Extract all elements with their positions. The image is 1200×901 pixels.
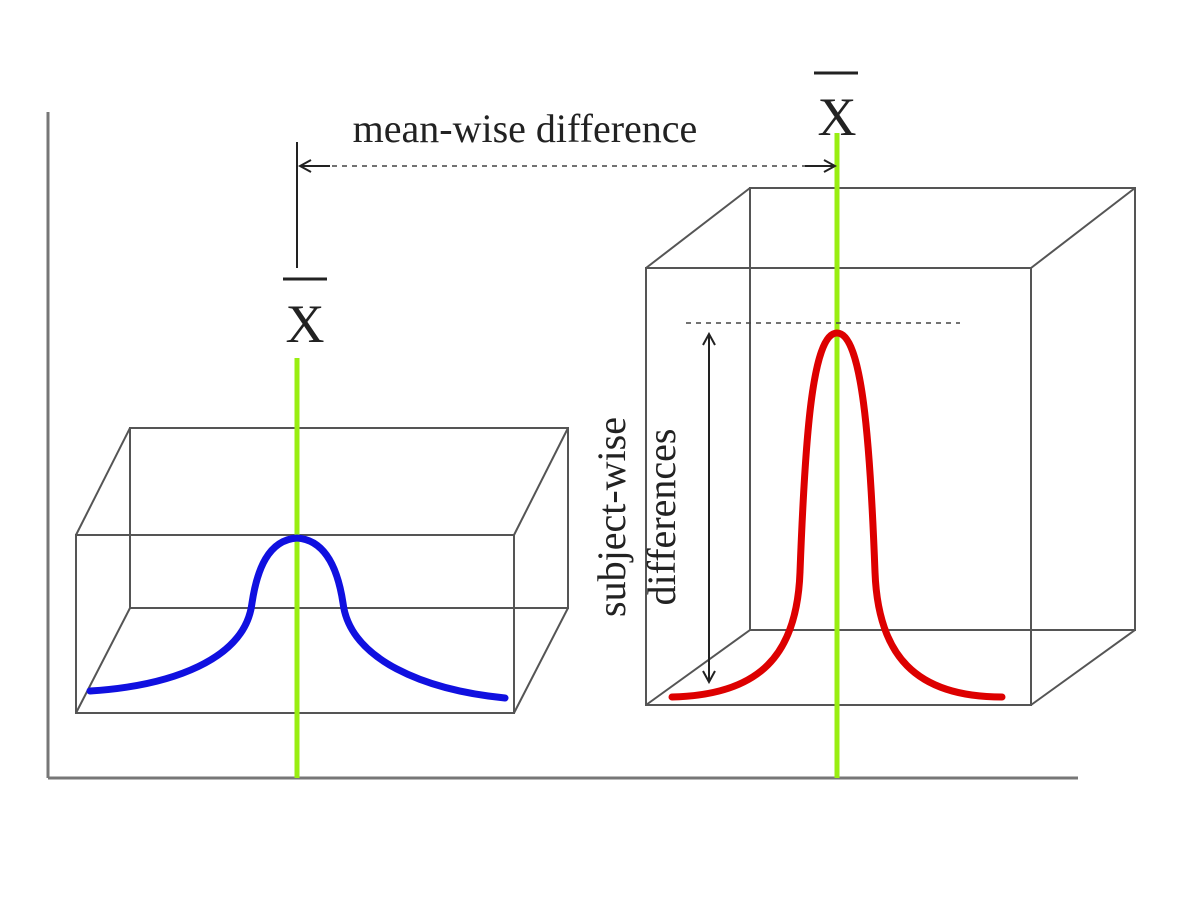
right-box <box>645 187 1136 706</box>
right-distribution-curve <box>668 329 1006 701</box>
mean-wise-difference-label: mean-wise difference <box>353 106 698 151</box>
left-mean-symbol: X <box>286 294 325 354</box>
right-mean-symbol: X <box>818 87 857 147</box>
left-distribution-curve <box>86 534 509 702</box>
subject-wise-label-group: subject-wise differences <box>589 417 684 617</box>
subject-wise-label-line1: subject-wise <box>589 417 634 617</box>
subject-wise-label-line2: differences <box>639 429 684 606</box>
left-box <box>75 427 569 714</box>
axes <box>46 112 1078 780</box>
